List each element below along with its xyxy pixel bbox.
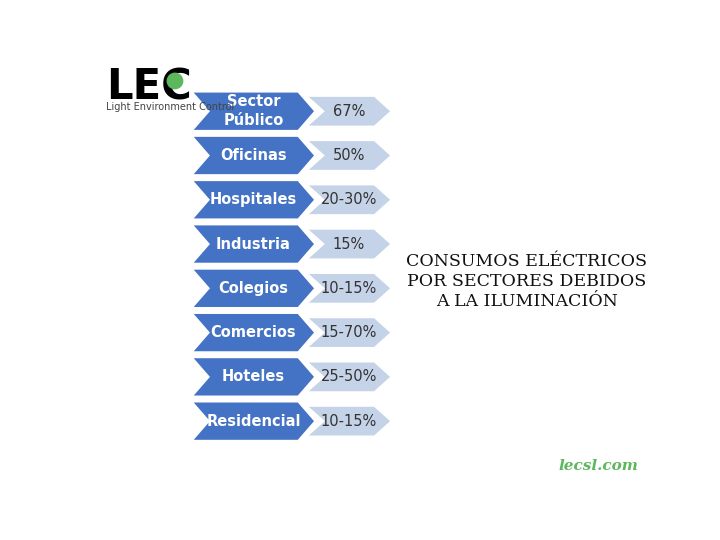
Polygon shape: [307, 229, 392, 259]
Text: 15-70%: 15-70%: [321, 325, 377, 340]
Polygon shape: [192, 136, 315, 175]
Polygon shape: [192, 225, 315, 264]
Text: 10-15%: 10-15%: [321, 281, 377, 296]
Text: lecsl.com: lecsl.com: [559, 459, 639, 473]
Polygon shape: [192, 92, 315, 131]
Text: Residencial: Residencial: [206, 414, 301, 429]
Polygon shape: [307, 406, 392, 436]
Text: 20-30%: 20-30%: [321, 192, 377, 207]
Text: Hospitales: Hospitales: [210, 192, 297, 207]
Text: Comercios: Comercios: [211, 325, 297, 340]
Text: 10-15%: 10-15%: [321, 414, 377, 429]
Polygon shape: [192, 357, 315, 396]
Text: POR SECTORES DEBIDOS: POR SECTORES DEBIDOS: [408, 273, 647, 289]
Text: 15%: 15%: [333, 237, 365, 252]
Polygon shape: [307, 318, 392, 348]
Polygon shape: [307, 273, 392, 303]
Text: 50%: 50%: [333, 148, 365, 163]
Polygon shape: [192, 313, 315, 352]
Text: LEC: LEC: [106, 67, 192, 109]
Polygon shape: [192, 180, 315, 219]
Text: CONSUMOS ELÉCTRICOS: CONSUMOS ELÉCTRICOS: [406, 253, 647, 269]
Text: Colegios: Colegios: [218, 281, 289, 296]
Polygon shape: [307, 96, 392, 126]
Text: 25-50%: 25-50%: [321, 369, 377, 384]
Text: Hoteles: Hoteles: [222, 369, 285, 384]
Polygon shape: [192, 269, 315, 308]
Polygon shape: [307, 362, 392, 392]
Circle shape: [167, 73, 183, 89]
Polygon shape: [307, 185, 392, 215]
Text: 67%: 67%: [333, 104, 365, 119]
Polygon shape: [307, 140, 392, 171]
Text: Sector
Público: Sector Público: [223, 94, 284, 128]
Text: Oficinas: Oficinas: [220, 148, 287, 163]
Polygon shape: [192, 402, 315, 441]
Text: A LA ILUMINACIÓN: A LA ILUMINACIÓN: [436, 293, 618, 309]
Text: Industria: Industria: [216, 237, 291, 252]
Text: Light Environment Control: Light Environment Control: [106, 102, 234, 112]
